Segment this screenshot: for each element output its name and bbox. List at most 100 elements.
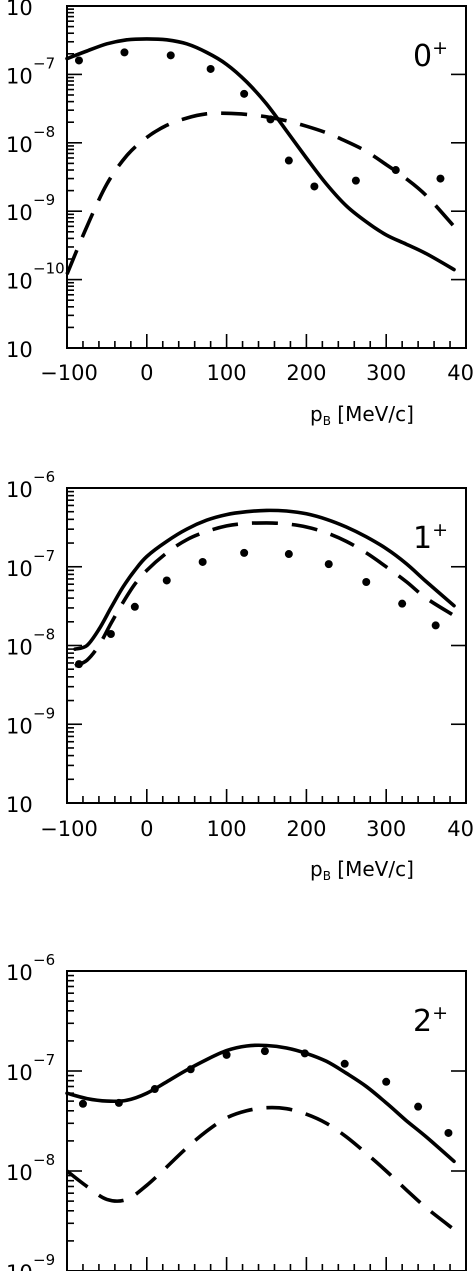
data-point bbox=[206, 64, 215, 73]
data-point bbox=[106, 629, 115, 638]
x-tick-label: 0 bbox=[140, 817, 153, 841]
panel-label-value: 1 bbox=[413, 521, 432, 556]
dashed-curve bbox=[65, 111, 456, 275]
y-tick-exponent: −9 bbox=[33, 1251, 55, 1269]
x-tick-label: 200 bbox=[286, 817, 326, 841]
data-point bbox=[324, 560, 333, 569]
data-point bbox=[431, 621, 440, 630]
x-tick-label: 40 bbox=[447, 361, 474, 385]
x-axis-label-main: p bbox=[310, 402, 323, 426]
data-point bbox=[186, 1065, 195, 1074]
panel-label-superscript: + bbox=[432, 37, 448, 59]
y-tick-label: 10 bbox=[6, 636, 33, 660]
panel-label: 0+ bbox=[413, 37, 448, 74]
panel-label-superscript: + bbox=[432, 519, 448, 541]
y-tick-label: 10 bbox=[6, 201, 33, 225]
x-tick-label: 40 bbox=[447, 817, 474, 841]
data-point bbox=[74, 56, 83, 65]
x-tick-label: 100 bbox=[207, 361, 247, 385]
data-point bbox=[444, 1128, 453, 1137]
x-axis-label: pB [MeV/c] bbox=[310, 402, 414, 428]
data-point bbox=[150, 1085, 159, 1094]
y-tick-label: 10 bbox=[6, 478, 33, 502]
data-point bbox=[414, 1102, 423, 1111]
y-tick-label: 10 bbox=[6, 1161, 33, 1185]
panel-label-value: 2 bbox=[413, 1004, 432, 1039]
data-point bbox=[74, 660, 83, 669]
data-point bbox=[260, 1047, 269, 1056]
x-axis-label-unit: [MeV/c] bbox=[331, 402, 414, 426]
x-axis-label-subscript: B bbox=[323, 414, 331, 428]
data-point bbox=[351, 176, 360, 185]
x-axis-label: pB [MeV/c] bbox=[310, 857, 414, 883]
plot-frame bbox=[66, 5, 467, 349]
plot-frame bbox=[66, 487, 467, 804]
data-point bbox=[162, 576, 171, 585]
data-point bbox=[266, 115, 275, 124]
x-tick-label: 100 bbox=[207, 817, 247, 841]
x-tick-label: −100 bbox=[40, 361, 98, 385]
data-point bbox=[114, 1098, 123, 1107]
x-tick-label: 300 bbox=[366, 817, 406, 841]
data-point bbox=[362, 578, 371, 587]
panel-label: 1+ bbox=[413, 519, 448, 556]
y-tick-exponent: −9 bbox=[33, 704, 55, 722]
data-point bbox=[130, 602, 139, 611]
x-tick-label: −100 bbox=[40, 817, 98, 841]
data-point bbox=[240, 548, 249, 557]
y-tick-label: 10 bbox=[6, 270, 33, 294]
solid-curve bbox=[65, 37, 456, 272]
data-point bbox=[391, 166, 400, 175]
data-point bbox=[284, 156, 293, 165]
y-tick-label: 10 bbox=[6, 961, 33, 985]
x-tick-label: 200 bbox=[286, 361, 326, 385]
data-point bbox=[78, 1099, 87, 1108]
data-point bbox=[382, 1077, 391, 1086]
y-tick-label: 10 bbox=[6, 338, 33, 362]
data-point bbox=[198, 557, 207, 566]
y-tick-exponent: −6 bbox=[33, 468, 55, 486]
data-point bbox=[310, 182, 319, 191]
y-tick-exponent: −8 bbox=[33, 123, 55, 141]
solid-curve bbox=[65, 1043, 456, 1164]
data-point bbox=[300, 1049, 309, 1058]
y-tick-label: 10 bbox=[6, 714, 33, 738]
x-tick-label: 300 bbox=[366, 361, 406, 385]
y-tick-exponent: −8 bbox=[33, 1151, 55, 1169]
data-point bbox=[284, 550, 293, 559]
y-tick-exponent: −6 bbox=[33, 0, 55, 4]
y-tick-label: 10 bbox=[6, 0, 33, 20]
y-tick-label: 10 bbox=[6, 64, 33, 88]
dashed-curve bbox=[74, 521, 455, 668]
y-tick-label: 10 bbox=[6, 793, 33, 817]
y-tick-label: 10 bbox=[6, 1261, 33, 1271]
y-tick-exponent: −6 bbox=[33, 951, 55, 969]
y-tick-exponent: −7 bbox=[33, 1051, 55, 1069]
plot-frame bbox=[66, 970, 467, 1271]
data-point bbox=[120, 48, 129, 57]
x-axis-label-main: p bbox=[310, 857, 323, 881]
data-point bbox=[398, 599, 407, 608]
chart-panel-0: 10−610−710−810−910−1010−100010020030040p… bbox=[6, 0, 474, 428]
y-tick-exponent: −8 bbox=[33, 626, 55, 644]
y-tick-label: 10 bbox=[6, 1061, 33, 1085]
data-point bbox=[166, 51, 175, 60]
solid-curve bbox=[73, 508, 456, 651]
x-tick-label: 0 bbox=[140, 361, 153, 385]
x-axis-label-subscript: B bbox=[323, 869, 331, 883]
y-tick-exponent: −7 bbox=[33, 54, 55, 72]
y-tick-label: 10 bbox=[6, 133, 33, 157]
y-tick-label: 10 bbox=[6, 557, 33, 581]
chart-panel-2: 10−610−710−810−92+ bbox=[6, 951, 467, 1271]
y-tick-exponent: −9 bbox=[33, 191, 55, 209]
panel-label-value: 0 bbox=[413, 39, 432, 74]
y-tick-exponent: −7 bbox=[33, 547, 55, 565]
data-point bbox=[222, 1050, 231, 1059]
panel-label-superscript: + bbox=[432, 1002, 448, 1024]
panel-label: 2+ bbox=[413, 1002, 448, 1039]
y-tick-exponent: −10 bbox=[33, 260, 65, 278]
data-point bbox=[436, 174, 445, 183]
x-axis-label-unit: [MeV/c] bbox=[331, 857, 414, 881]
